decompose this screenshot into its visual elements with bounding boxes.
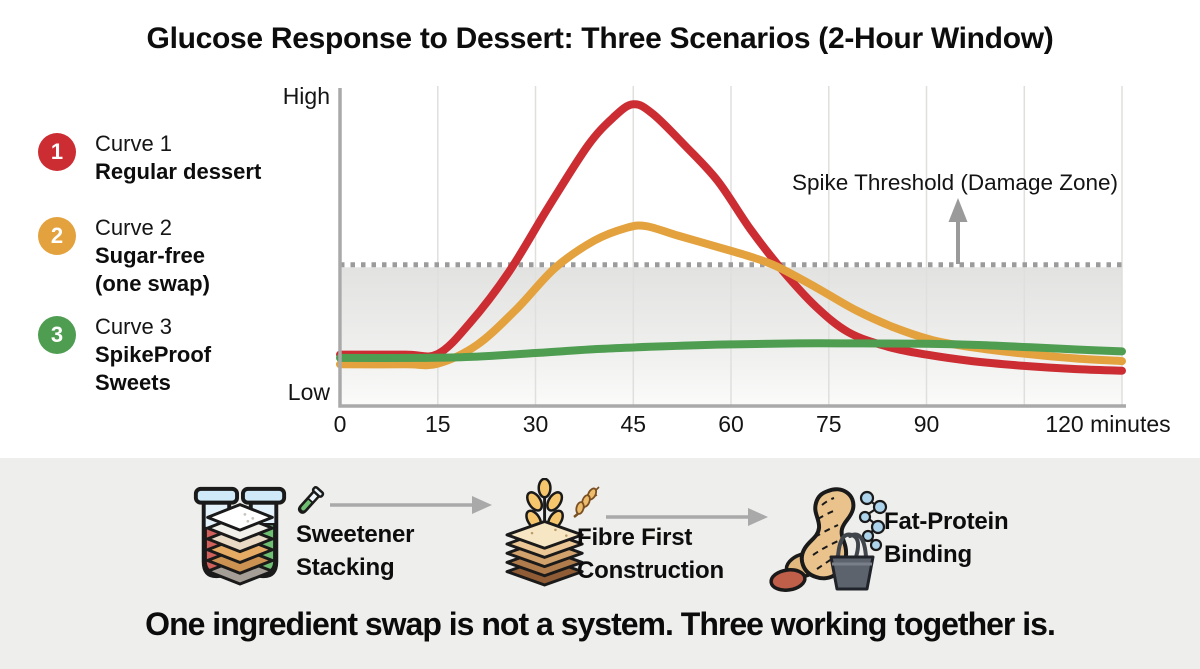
legend-badge-1: 1 bbox=[38, 133, 76, 171]
legend-item-curve-1: 1 Curve 1 Regular dessert bbox=[38, 130, 261, 186]
system-steps-strip: Sweetener Stacking bbox=[0, 458, 1200, 669]
test-tube-icon bbox=[297, 486, 325, 514]
step-label-fibre-first-construction: Fibre First Construction bbox=[577, 524, 724, 584]
binder-clip-part bbox=[829, 532, 875, 591]
footer-headline: One ingredient swap is not a system. Thr… bbox=[145, 606, 1056, 642]
threshold-arrow-icon bbox=[948, 198, 968, 264]
tick-75: 75 bbox=[816, 411, 842, 437]
legend-name-3: Curve 3 bbox=[95, 314, 173, 339]
legend-desc-1: Regular dessert bbox=[95, 159, 262, 184]
x-axis-tick-labels: 0 15 30 45 60 75 90 120 minutes bbox=[334, 411, 1171, 437]
molecule-part bbox=[858, 490, 888, 552]
wheat-icon bbox=[573, 486, 600, 519]
wheat-layer-stack-icon bbox=[505, 478, 584, 587]
peanut-clip-molecule-icon bbox=[769, 487, 888, 592]
legend-badge-2: 2 bbox=[38, 217, 76, 255]
legend-desc-2b: (one swap) bbox=[95, 271, 210, 296]
curve-1-regular-dessert-line bbox=[336, 100, 1126, 375]
legend-name-1: Curve 1 bbox=[95, 131, 173, 156]
curve-3-spikeproof-line bbox=[336, 339, 1126, 362]
legend-item-curve-3: 3 Curve 3 SpikeProof Sweets bbox=[38, 313, 211, 397]
legend-desc-3: SpikeProof bbox=[95, 342, 212, 367]
legend-desc-3b: Sweets bbox=[95, 370, 171, 395]
damage-zone-shade bbox=[342, 267, 1122, 406]
legend-badge-3: 3 bbox=[38, 316, 76, 354]
test-tubes-layer-stack-icon bbox=[193, 486, 287, 586]
threshold-label: Spike Threshold (Damage Zone) bbox=[792, 170, 1118, 195]
legend-desc-2: Sugar-free bbox=[95, 243, 206, 268]
step-label-sweetener-stacking: Sweetener Stacking bbox=[296, 521, 415, 581]
tick-0: 0 bbox=[334, 411, 347, 437]
tick-45: 45 bbox=[621, 411, 647, 437]
tick-90: 90 bbox=[914, 411, 940, 437]
legend-item-curve-2: 2 Curve 2 Sugar-free (one swap) bbox=[38, 214, 210, 298]
page-title: Glucose Response to Dessert: Three Scena… bbox=[146, 22, 1054, 55]
legend-name-2: Curve 2 bbox=[95, 215, 173, 240]
y-axis-low-label: Low bbox=[288, 379, 331, 405]
arrow-icon bbox=[606, 508, 768, 526]
tick-15: 15 bbox=[425, 411, 451, 437]
axes bbox=[338, 88, 1126, 408]
tick-60: 60 bbox=[718, 411, 744, 437]
step-label-fat-protein-binding: Fat-Protein Binding bbox=[884, 508, 1009, 568]
tick-120-minutes: 120 minutes bbox=[1045, 411, 1170, 437]
glucose-chart: Spike Threshold (Damage Zone) High Low 0… bbox=[283, 83, 1171, 437]
y-axis-high-label: High bbox=[283, 83, 330, 109]
tick-30: 30 bbox=[523, 411, 549, 437]
arrow-icon bbox=[330, 496, 492, 514]
